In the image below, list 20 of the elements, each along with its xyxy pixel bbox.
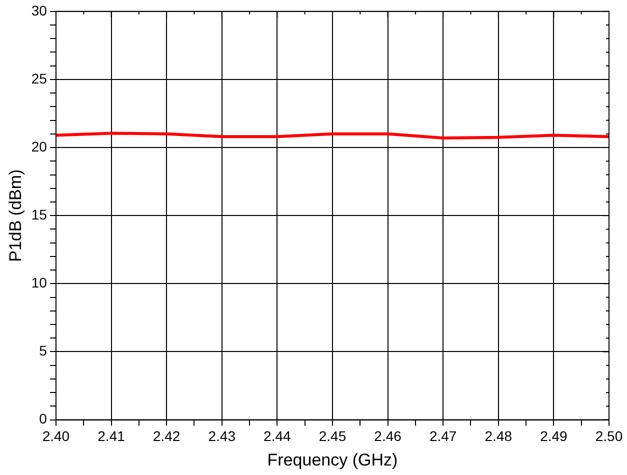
y-tick-label: 10 (31, 274, 48, 291)
x-tick-label: 2.43 (208, 428, 236, 444)
x-tick-label: 2.42 (152, 428, 180, 444)
y-tick-label: 5 (39, 342, 48, 359)
x-tick-label: 2.50 (595, 428, 623, 444)
x-axis-title: Frequency (GHz) (267, 450, 398, 470)
y-tick-label: 25 (31, 70, 48, 86)
y-tick-label: 20 (31, 138, 48, 154)
x-tick-label: 2.41 (98, 428, 126, 444)
x-tick-label: 2.49 (540, 428, 568, 444)
x-tick-label: 2.45 (318, 428, 346, 444)
y-tick-label: 30 (31, 2, 48, 18)
x-tick-label: 2.48 (484, 428, 512, 444)
x-tick-label: 2.40 (42, 428, 70, 444)
y-tick-label: 0 (39, 410, 48, 427)
x-tick-label: 2.47 (429, 428, 457, 444)
x-tick-label: 2.46 (374, 428, 402, 444)
y-tick-label: 15 (31, 206, 48, 222)
x-tick-label: 2.44 (264, 428, 292, 444)
y-axis-title: P1dB (dBm) (6, 169, 25, 262)
